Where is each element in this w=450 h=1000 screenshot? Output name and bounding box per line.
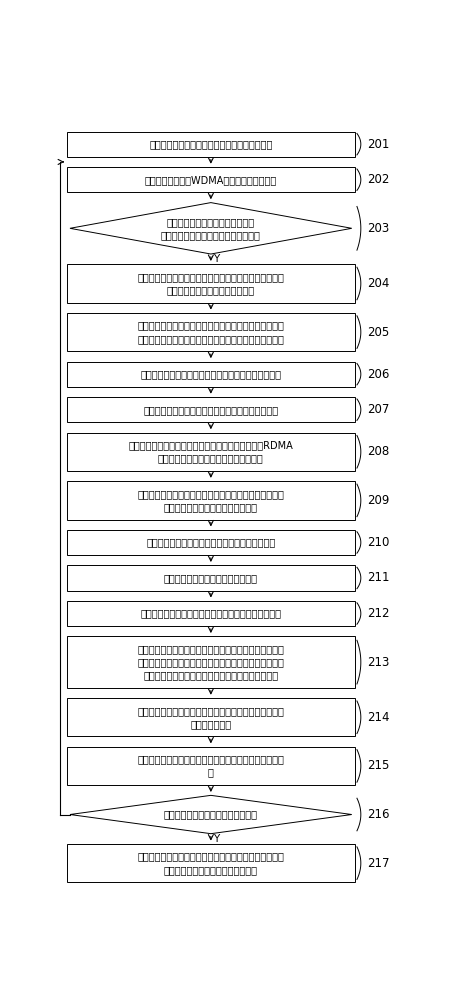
Text: 205: 205: [367, 326, 389, 339]
Text: 213: 213: [367, 656, 389, 669]
FancyBboxPatch shape: [67, 844, 355, 882]
Text: 从第三队列中卸载单位数据的已配置的信息控制节点: 从第三队列中卸载单位数据的已配置的信息控制节点: [143, 405, 279, 415]
FancyBboxPatch shape: [67, 397, 355, 422]
Text: 根据卸载的已配置的信息控制节点，对直接内存读取RDMA
对应的第二缓冲区中的配置节点进行配置: 根据卸载的已配置的信息控制节点，对直接内存读取RDMA 对应的第二缓冲区中的配置…: [129, 440, 293, 463]
Text: 根据阈值中断，从第一队列中卸载单位数据的待配置的信
息控制节点，并对卸载的待配置的信息控制节点进行配置: 根据阈值中断，从第一队列中卸载单位数据的待配置的信 息控制节点，并对卸载的待配置…: [137, 320, 284, 344]
FancyBboxPatch shape: [67, 313, 355, 351]
Text: 检测是否从第一通路切换到第二通路: 检测是否从第一通路切换到第二通路: [164, 810, 258, 820]
Text: 将第二队列中卸载并释放的信息控制节点链接到第一队列
中: 将第二队列中卸载并释放的信息控制节点链接到第一队列 中: [137, 754, 284, 778]
FancyBboxPatch shape: [67, 747, 355, 785]
Text: 将已配置的信息控制节点链接到第二队列和第三队列中: 将已配置的信息控制节点链接到第二队列和第三队列中: [140, 369, 281, 379]
Text: 若检测到从第一通路切换到第二通路，则卸载并释放第三
队列中剩余的已配置的信息控制节点: 若检测到从第一通路切换到第二通路，则卸载并释放第三 队列中剩余的已配置的信息控制…: [137, 852, 284, 875]
FancyBboxPatch shape: [67, 530, 355, 555]
Text: 采用直接内存写入WDMA捕获待播放音频数据: 采用直接内存写入WDMA捕获待播放音频数据: [145, 175, 277, 185]
FancyBboxPatch shape: [67, 601, 355, 626]
Text: 212: 212: [367, 607, 390, 620]
FancyBboxPatch shape: [67, 362, 355, 387]
FancyBboxPatch shape: [67, 565, 355, 591]
Text: 216: 216: [367, 808, 390, 821]
Text: 202: 202: [367, 173, 389, 186]
Text: 210: 210: [367, 536, 389, 549]
Text: 若第二缓冲区中第一标记指针和第二标记指针的差值大于
或等于第三预设阈值，则将第四队列中与第一标记指针和
第二标记指针之间对应的已配置的信息控制节点卸载: 若第二缓冲区中第一标记指针和第二标记指针的差值大于 或等于第三预设阈值，则将第四…: [137, 644, 284, 680]
Text: 根据卸载的已配置的信息控制节点中待播放音频数据的属
性信息，读取对应的待播放音频数据: 根据卸载的已配置的信息控制节点中待播放音频数据的属 性信息，读取对应的待播放音频…: [137, 489, 284, 512]
Text: 214: 214: [367, 711, 390, 724]
Text: 设定第一队列、第二队列、第三队列和第四队列: 设定第一队列、第二队列、第三队列和第四队列: [149, 139, 273, 149]
Text: 计算第二缓冲区中第一标记指针和第二标记指针的差值: 计算第二缓冲区中第一标记指针和第二标记指针的差值: [140, 609, 281, 619]
Text: 215: 215: [367, 759, 389, 772]
FancyBboxPatch shape: [67, 698, 355, 736]
FancyBboxPatch shape: [67, 167, 355, 192]
Text: 检测第一级冲区中的写指针和读指
针的差值是否大于或等于第一预设阈值: 检测第一级冲区中的写指针和读指 针的差值是否大于或等于第一预设阈值: [161, 217, 261, 240]
FancyBboxPatch shape: [67, 636, 355, 688]
Text: Y: Y: [213, 254, 220, 264]
FancyBboxPatch shape: [67, 433, 355, 471]
Text: 将卸载的已配置的信息控制节点链接到第四队列中: 将卸载的已配置的信息控制节点链接到第四队列中: [146, 537, 275, 547]
Polygon shape: [70, 203, 352, 254]
Text: 若检测到第一级冲区中的写指针和读指针的差值大于或等
于第一预设阈值，则触发阈值中断: 若检测到第一级冲区中的写指针和读指针的差值大于或等 于第一预设阈值，则触发阈值中…: [137, 272, 284, 295]
Text: Y: Y: [213, 834, 220, 844]
Text: 203: 203: [367, 222, 389, 235]
Text: 209: 209: [367, 494, 389, 507]
Text: 204: 204: [367, 277, 389, 290]
Text: 将第二队列中与已播放音频数据对应的已配置的信息控制
节点卸载并释放: 将第二队列中与已播放音频数据对应的已配置的信息控制 节点卸载并释放: [137, 706, 284, 729]
FancyBboxPatch shape: [67, 481, 355, 520]
Text: 206: 206: [367, 368, 389, 381]
Text: 211: 211: [367, 571, 390, 584]
Text: 201: 201: [367, 138, 389, 151]
Text: 207: 207: [367, 403, 389, 416]
FancyBboxPatch shape: [67, 264, 355, 303]
FancyBboxPatch shape: [67, 132, 355, 157]
Text: 确定第二缓冲区中读指针所在的位置: 确定第二缓冲区中读指针所在的位置: [164, 573, 258, 583]
Text: 217: 217: [367, 857, 390, 870]
Text: 208: 208: [367, 445, 389, 458]
Polygon shape: [70, 795, 352, 834]
